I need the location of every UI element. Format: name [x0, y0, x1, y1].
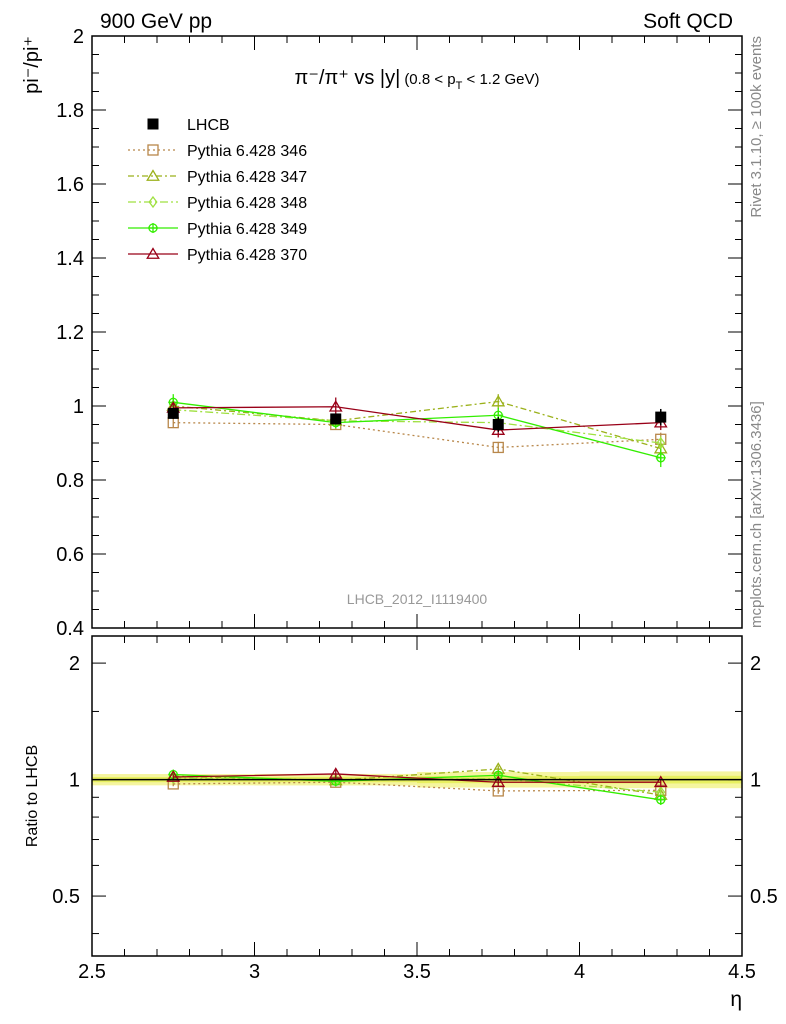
legend-item-1: Pythia 6.428 346: [128, 143, 307, 160]
plot-title: π⁻/π⁺ vs |y| (0.8 < pT < 1.2 GeV): [295, 67, 540, 92]
ratio-series-line: [173, 773, 661, 783]
legend: LHCB Pythia 6.428 346 Pythia 6.428 347 Pyth…: [128, 117, 307, 264]
y-tick-label: 0.8: [56, 470, 84, 492]
ratio-point: [328, 767, 343, 779]
plot-title-main: π⁻/π⁺ vs |y|: [295, 67, 401, 89]
series-line: [173, 422, 661, 449]
legend-marker: [148, 223, 158, 233]
y-axis-label: pi⁻/pi⁺: [21, 36, 43, 94]
data-point: [655, 452, 666, 463]
data-point: [492, 441, 504, 454]
header-right: Soft QCD: [643, 10, 733, 33]
data-point: [328, 399, 343, 412]
tick-labels: 2.5 3 3.5 4 4.5 0.4 0.6 0.8 1 1.2 1.4 1.6 1.8 2 0.5 0.5…: [52, 26, 778, 983]
ratio-series-5: [166, 767, 668, 788]
y-tick-label: 1.6: [56, 174, 84, 196]
series-1: [167, 416, 667, 454]
y-tick-label: 0.6: [56, 544, 84, 566]
legend-marker: [146, 247, 160, 259]
data-point: [492, 419, 504, 430]
series-line: [173, 401, 661, 459]
plot-title-sub-close: < 1.2 GeV): [462, 71, 539, 88]
y-tick-label: 1.8: [56, 100, 84, 122]
y-tick-label: 2: [73, 26, 84, 48]
ratio-point: [653, 775, 668, 788]
x-tick-label: 3.5: [403, 961, 431, 983]
legend-label: Pythia 6.428 370: [187, 247, 307, 264]
data-point: [491, 394, 506, 407]
plot-title-sub-open: (0.8 < p: [404, 71, 455, 88]
plot-title-sub-t: T: [456, 80, 463, 92]
legend-marker: [148, 195, 158, 209]
data-point: [330, 413, 342, 425]
series-lhcb: [167, 407, 667, 432]
legend-item-4: Pythia 6.428 349: [128, 221, 307, 238]
legend-label: LHCB: [187, 117, 230, 134]
ratio-y-tick-label: 2: [69, 653, 80, 675]
legend-item-5: Pythia 6.428 370: [128, 247, 307, 264]
y-tick-label: 1.2: [56, 322, 84, 344]
series-line: [173, 406, 661, 431]
data-point: [167, 407, 179, 419]
legend-marker: [146, 169, 160, 181]
ratio-series: [166, 762, 668, 805]
y-tick-label: 1.4: [56, 248, 84, 270]
y-tick-label: 0.4: [56, 618, 84, 640]
x-tick-label: 3: [249, 961, 260, 983]
main-series: [166, 394, 668, 468]
series-line: [173, 400, 661, 450]
header-left: 900 GeV pp: [100, 10, 212, 33]
legend-label: Pythia 6.428 349: [187, 221, 307, 238]
ratio-y-tick-label: 1: [69, 770, 80, 792]
x-tick-label: 4: [574, 961, 585, 983]
ratio-y-tick-label: 0.5: [52, 886, 80, 908]
x-axis-label: η: [730, 988, 742, 1011]
legend-item-3: Pythia 6.428 348: [128, 195, 307, 212]
y-tick-label: 1: [73, 396, 84, 418]
legend-marker: [147, 144, 159, 156]
series-line: [173, 409, 661, 444]
x-tick-label: 2.5: [78, 961, 106, 983]
ratio-y-tick-label-right: 2: [750, 653, 761, 675]
x-tick-label: 4.5: [728, 961, 756, 983]
side-label-rivet: Rivet 3.1.10, ≥ 100k events: [748, 36, 765, 218]
legend-item-2: Pythia 6.428 347: [128, 169, 307, 186]
analysis-id: LHCB_2012_I1119400: [347, 591, 488, 607]
series-5: [166, 397, 668, 438]
ratio-point: [655, 794, 666, 805]
ratio-series-line: [173, 781, 661, 792]
legend-label: Pythia 6.428 347: [187, 169, 307, 186]
ratio-frame: [91, 635, 743, 957]
series-2: [166, 394, 668, 456]
legend-marker: [147, 118, 159, 130]
ratio-y-tick-label-right: 0.5: [750, 886, 778, 908]
side-label-mcplots: mcplots.cern.ch [arXiv:1306.3436]: [748, 401, 765, 628]
plot-frames: [91, 35, 743, 957]
legend-label: Pythia 6.428 346: [187, 143, 307, 160]
data-point: [655, 411, 667, 423]
ratio-point: [491, 775, 506, 788]
ratio-point: [166, 770, 181, 782]
data-point: [656, 436, 666, 450]
series-4: [168, 394, 666, 468]
ratio-y-axis-label: Ratio to LHCB: [24, 745, 41, 847]
legend-label: Pythia 6.428 348: [187, 195, 307, 212]
ratio-y-tick-label-right: 1: [750, 770, 761, 792]
axes-ticks: [91, 35, 743, 956]
legend-item-lhcb: LHCB: [147, 117, 230, 134]
main-frame: [91, 35, 743, 629]
